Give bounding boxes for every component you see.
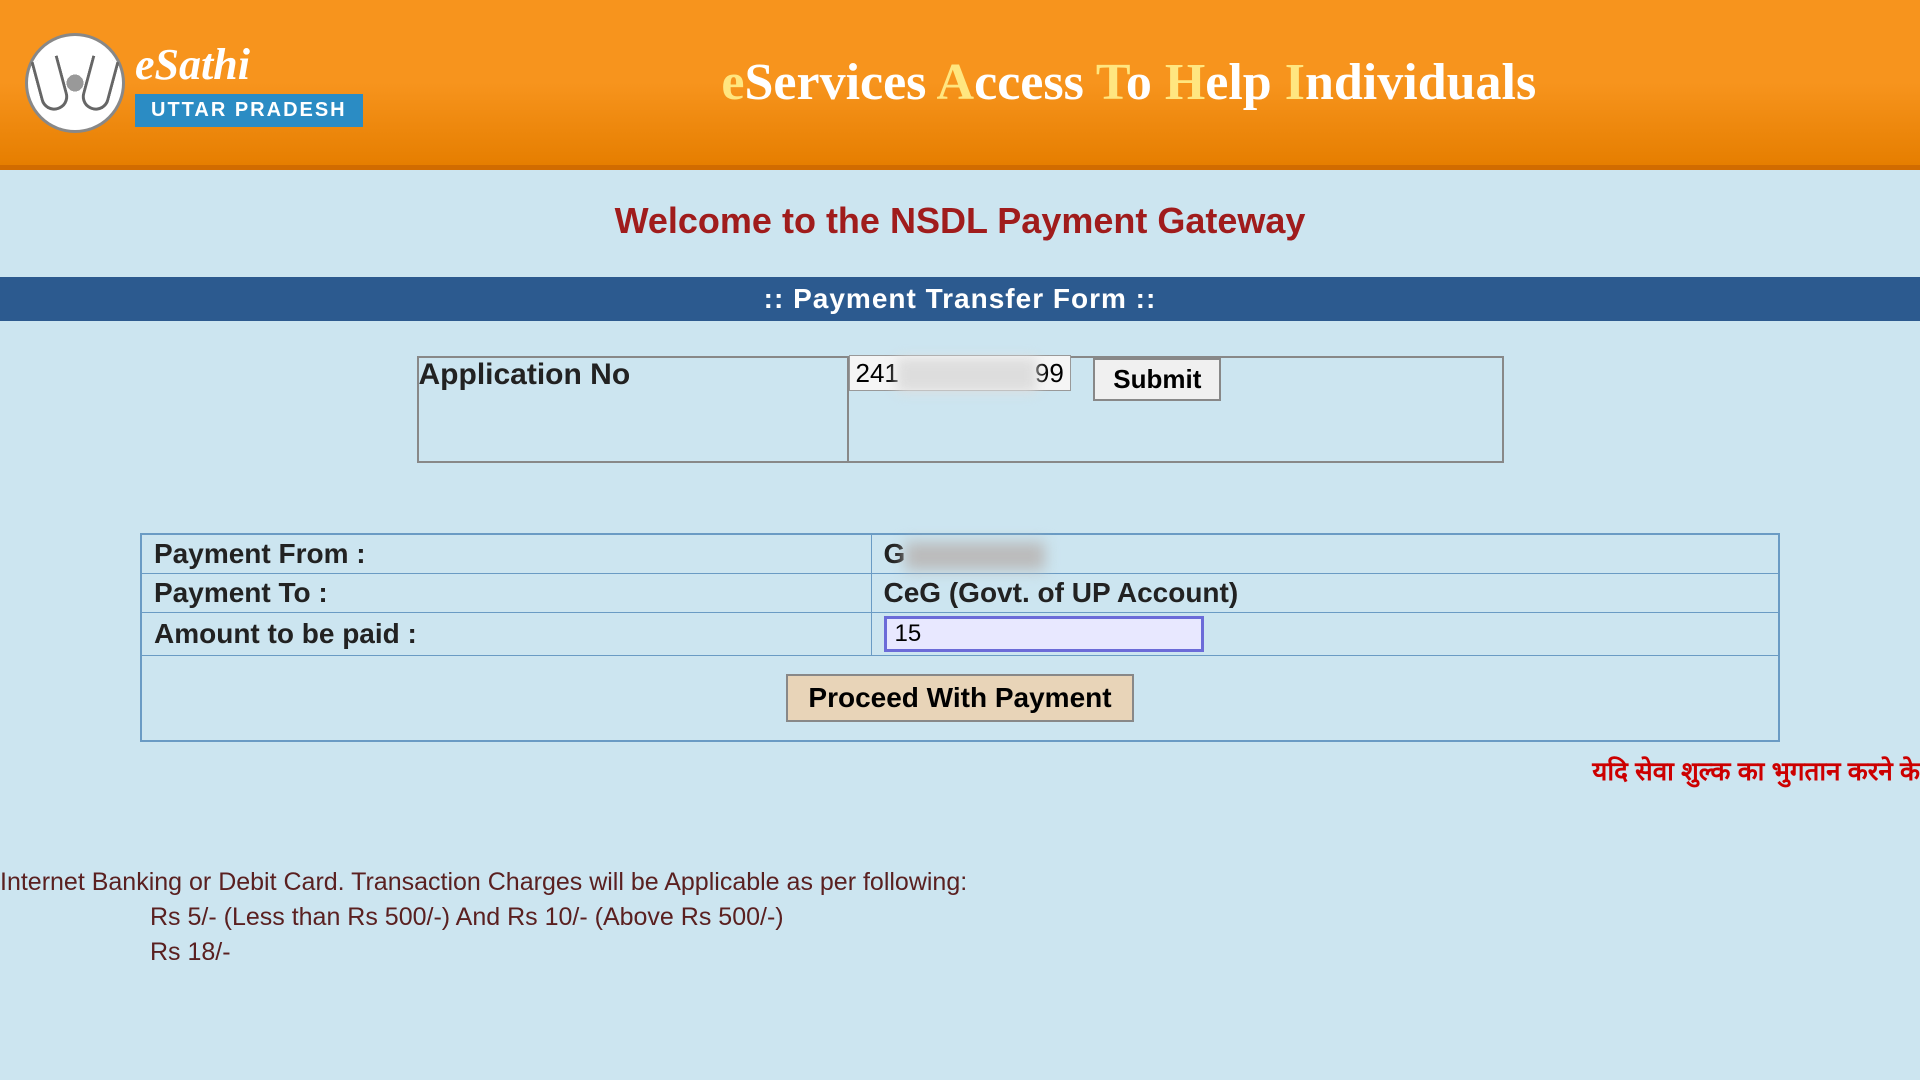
amount-label: Amount to be paid : — [141, 613, 871, 656]
header-bar: eSathi UTTAR PRADESH eServices Access To… — [0, 0, 1920, 170]
charges-line-2: Rs 5/- (Less than Rs 500/-) And Rs 10/- … — [150, 903, 1920, 932]
payment-to-value: CeG (Govt. of UP Account) — [871, 574, 1779, 613]
amount-input[interactable] — [884, 616, 1204, 652]
proceed-row: Proceed With Payment — [141, 656, 1779, 742]
form-title-bar: :: Payment Transfer Form :: — [0, 277, 1920, 321]
amount-value-cell — [871, 613, 1779, 656]
payment-from-value: G — [871, 534, 1779, 574]
application-no-table: Application No 24199 Submit — [417, 356, 1504, 463]
logo-text-block: eSathi UTTAR PRADESH — [135, 39, 363, 127]
logo-title: eSathi — [135, 39, 363, 90]
redacted-icon — [897, 358, 1037, 392]
content-area: Welcome to the NSDL Payment Gateway :: P… — [0, 170, 1920, 967]
application-no-label: Application No — [418, 357, 848, 462]
redacted-icon — [905, 542, 1045, 570]
payment-from-label: Payment From : — [141, 534, 871, 574]
logo-area: eSathi UTTAR PRADESH — [25, 33, 363, 133]
proceed-with-payment-button[interactable]: Proceed With Payment — [786, 674, 1133, 722]
logo-subtitle: UTTAR PRADESH — [135, 94, 363, 127]
hindi-notice-text: यदि सेवा शुल्क का भुगतान करने के — [0, 742, 1920, 788]
submit-button[interactable]: Submit — [1093, 358, 1221, 401]
charges-line-1: Internet Banking or Debit Card. Transact… — [0, 868, 1920, 897]
application-no-input[interactable]: 24199 — [849, 355, 1071, 391]
transaction-charges-block: Internet Banking or Debit Card. Transact… — [0, 868, 1920, 967]
charges-line-3: Rs 18/- — [150, 938, 1920, 967]
application-no-input-cell: 24199 Submit — [848, 357, 1503, 462]
header-tagline: eServices Access To Help Individuals — [363, 53, 1895, 112]
state-emblem-icon — [25, 33, 125, 133]
welcome-heading: Welcome to the NSDL Payment Gateway — [0, 200, 1920, 242]
payment-to-label: Payment To : — [141, 574, 871, 613]
payment-details-table: Payment From : G Payment To : CeG (Govt.… — [140, 533, 1780, 742]
